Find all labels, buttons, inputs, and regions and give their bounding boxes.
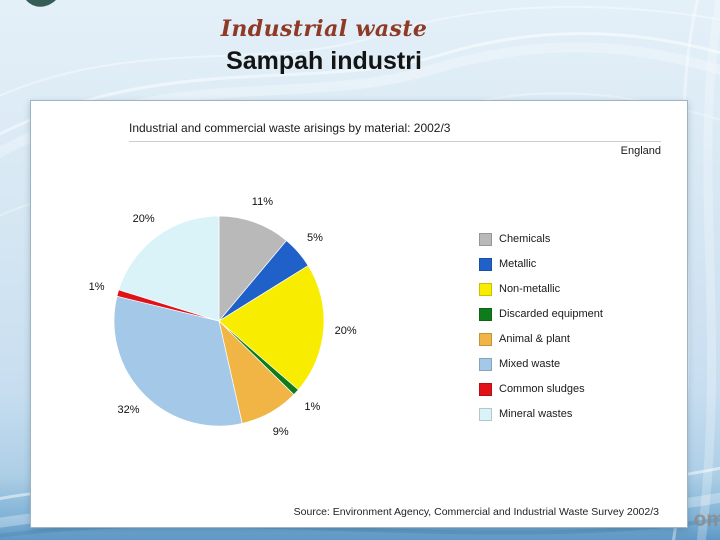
pie-slice-chemicals bbox=[218, 215, 287, 322]
legend-swatch-metallic bbox=[479, 257, 492, 271]
slide-subtitle: Sampah industri bbox=[226, 47, 422, 75]
pie-slice-mineral-wastes bbox=[118, 215, 220, 322]
legend-swatch-discarded-equipment bbox=[479, 307, 492, 321]
pie-chart bbox=[113, 215, 325, 427]
slice-percent-label-metallic: 5% bbox=[307, 231, 323, 244]
legend-swatch-common-sludges bbox=[479, 382, 492, 396]
legend-item-common-sludges: Common sludges bbox=[479, 381, 603, 397]
legend-item-animal-plant: Animal & plant bbox=[479, 331, 603, 347]
legend-label-non-metallic: Non-metallic bbox=[499, 283, 561, 295]
legend-label-discarded-equipment: Discarded equipment bbox=[499, 308, 603, 320]
legend-label-mixed-waste: Mixed waste bbox=[499, 358, 561, 370]
slice-percent-label-animal-plant: 9% bbox=[272, 426, 289, 438]
legend-label-metallic: Metallic bbox=[499, 258, 537, 270]
slice-percent-label-non-metallic: 20% bbox=[334, 325, 357, 338]
legend-label-animal-plant: Animal & plant bbox=[499, 333, 570, 345]
legend-item-metallic: Metallic bbox=[479, 256, 603, 272]
legend-label-mineral-wastes: Mineral wastes bbox=[499, 408, 573, 420]
legend-label-chemicals: Chemicals bbox=[499, 233, 551, 245]
slide-titles: Industrial waste Sampah industri bbox=[0, 16, 648, 76]
chart-image-panel: Industrial and commercial waste arisings… bbox=[30, 100, 688, 528]
legend-swatch-mineral-wastes bbox=[479, 407, 492, 421]
legend-swatch-animal-plant bbox=[479, 332, 492, 346]
watermark: om bbox=[693, 508, 720, 531]
pie-slice-mixed-waste bbox=[113, 295, 243, 427]
chart-title-rule bbox=[129, 141, 661, 142]
slice-percent-label-mixed-waste: 32% bbox=[117, 404, 140, 417]
legend-item-mixed-waste: Mixed waste bbox=[479, 356, 603, 372]
legend-item-mineral-wastes: Mineral wastes bbox=[479, 406, 603, 422]
slice-percent-label-chemicals: 11% bbox=[251, 195, 273, 208]
legend-swatch-mixed-waste bbox=[479, 357, 492, 371]
slice-percent-label-discarded-equipment: 1% bbox=[304, 401, 321, 414]
chart-title: Industrial and commercial waste arisings… bbox=[129, 121, 451, 135]
legend-item-non-metallic: Non-metallic bbox=[479, 281, 603, 297]
pie-slice-non-metallic bbox=[218, 265, 325, 391]
slice-percent-label-mineral-wastes: 20% bbox=[132, 212, 155, 225]
legend-item-discarded-equipment: Discarded equipment bbox=[479, 306, 603, 322]
chart-legend: Chemicals Metallic Non-metallic Discarded e… bbox=[479, 231, 603, 422]
legend-swatch-chemicals bbox=[479, 232, 492, 246]
legend-item-chemicals: Chemicals bbox=[479, 231, 603, 247]
legend-label-common-sludges: Common sludges bbox=[499, 383, 585, 395]
chart-region-label: England bbox=[620, 145, 661, 157]
legend-swatch-non-metallic bbox=[479, 282, 492, 296]
chart-source: Source: Environment Agency, Commercial a… bbox=[293, 506, 659, 518]
slide-title: Industrial waste bbox=[220, 16, 428, 42]
slice-percent-label-common-sludges: 1% bbox=[88, 281, 105, 294]
